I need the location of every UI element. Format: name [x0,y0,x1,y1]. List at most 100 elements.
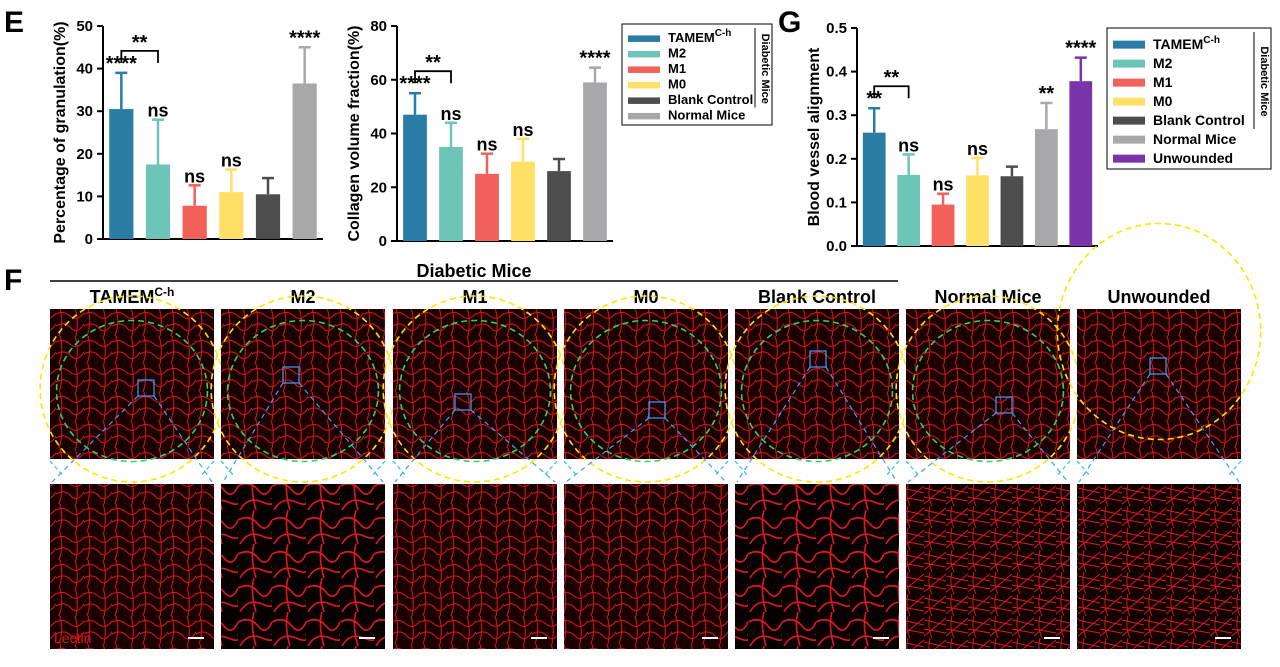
micrograph-grid: Lectin [39,222,1262,649]
micrograph-header: Blank Control [758,287,876,307]
zoom-line [907,412,997,483]
legend-label: M0 [668,77,686,92]
granulation-chart: 0 10 20 30 40 50 Percentage of granulation(%) *… [52,18,323,248]
legend-g: TAMEMC-h M2 M1 M0 Blank Control Normal Mice Un… [1106,27,1272,170]
legend-label: Blank Control [1153,112,1245,128]
y-tick-label: 0.5 [826,20,847,37]
detail-image [50,484,214,649]
micrograph-header: M2 [290,287,315,307]
legend-swatch [628,66,660,73]
legend-label: TAMEMC-h [1153,35,1220,52]
legend-label: Blank Control [668,92,753,107]
significance-label: ns [440,104,461,124]
legend-swatch [1113,116,1145,125]
diabetic-group-label: Diabetic Mice [416,261,531,281]
bar-normal-mice [583,82,607,241]
zoom-guide [542,460,558,478]
significance-label: ns [147,101,168,121]
bar-m1 [931,204,955,246]
detail-image [221,484,385,649]
legend-swatch [1113,59,1145,68]
y-tick-label: 0.4 [826,64,848,81]
overview-image [906,309,1070,459]
y-tick-label: 0.0 [826,238,847,255]
zoom-line [1011,412,1069,483]
significance-label: ** [1039,83,1055,105]
bar-unwounded [1069,81,1093,246]
y-tick-label: 50 [76,18,93,35]
bar-blank-control [547,171,571,241]
bar-m0 [511,161,535,241]
legend-side-label: Diabetic Mice [1258,46,1270,116]
y-tick-label: 30 [76,103,93,120]
micrograph-column [1056,222,1262,649]
zoom-box [454,393,472,411]
significance-label: ns [933,175,954,195]
zoom-box [1149,357,1167,375]
bracket-label: ** [884,67,900,89]
significance-label: ns [967,139,988,159]
y-tick-label: 80 [370,18,387,35]
legend-label: TAMEMC-h [668,28,731,45]
bracket-label: ** [132,32,148,54]
bar-normal-mice [292,83,317,239]
zoom-box [137,379,155,397]
micrograph-column [724,295,910,649]
bar-blank-control [255,194,281,239]
legend-swatch [1113,154,1145,163]
legend-label: M2 [1153,55,1173,71]
zoom-guide [905,460,921,478]
bar-m1 [475,173,499,241]
zoom-guide [1076,460,1092,478]
y-tick-label: 40 [76,61,93,78]
zoom-guide [220,460,236,478]
y-tick-label: 40 [370,126,387,143]
zoom-guide [1226,460,1242,478]
y-tick-label: 0 [379,233,387,250]
healing-circle [226,319,380,463]
legend-swatch [1113,78,1145,87]
legend-label: Normal Mice [668,108,745,123]
micrograph-headers: TAMEMC-h M2 M1 M0 Blank Control Normal Mice Un… [90,285,1211,307]
legend-swatch [628,50,660,58]
bar-m2 [439,146,463,241]
bar-tamem [109,109,134,239]
micrograph-column [39,295,225,649]
healing-circle [740,319,894,463]
zoom-guide [49,460,65,478]
zoom-line [298,382,384,483]
overview-image [735,309,899,459]
legend-swatch [628,112,660,120]
zoom-line [1165,373,1240,483]
bar-m2 [897,174,921,246]
zoom-box [282,366,300,384]
legend-side-label: Diabetic Mice [759,34,771,104]
detail-image [906,484,1070,649]
legend-swatch [628,81,660,89]
bracket-label: ** [425,52,441,74]
bar-blank-control [1000,176,1024,246]
legend-label: Normal Mice [1153,131,1236,147]
micrograph-header: Unwounded [1108,287,1211,307]
significance-label: **** [106,53,137,75]
y-tick-label: 20 [370,179,387,196]
micrograph-header: M0 [633,287,658,307]
healing-circle [398,319,552,463]
significance-bracket [120,49,159,63]
zoom-line [825,366,898,483]
bar-tamem [403,114,427,241]
bar-m0 [966,175,989,246]
y-tick-label: 0 [85,231,93,248]
y-tick-label: 0.1 [826,194,847,211]
significance-bracket [873,85,910,99]
healing-circle [55,319,209,463]
legend-label: M2 [668,46,686,61]
bar-m0 [219,192,244,239]
legend-label: M0 [1153,93,1173,109]
y-tick-label: 10 [76,188,93,205]
healing-circle [911,319,1065,463]
zoom-guide [392,460,408,478]
zoom-box [809,350,827,368]
